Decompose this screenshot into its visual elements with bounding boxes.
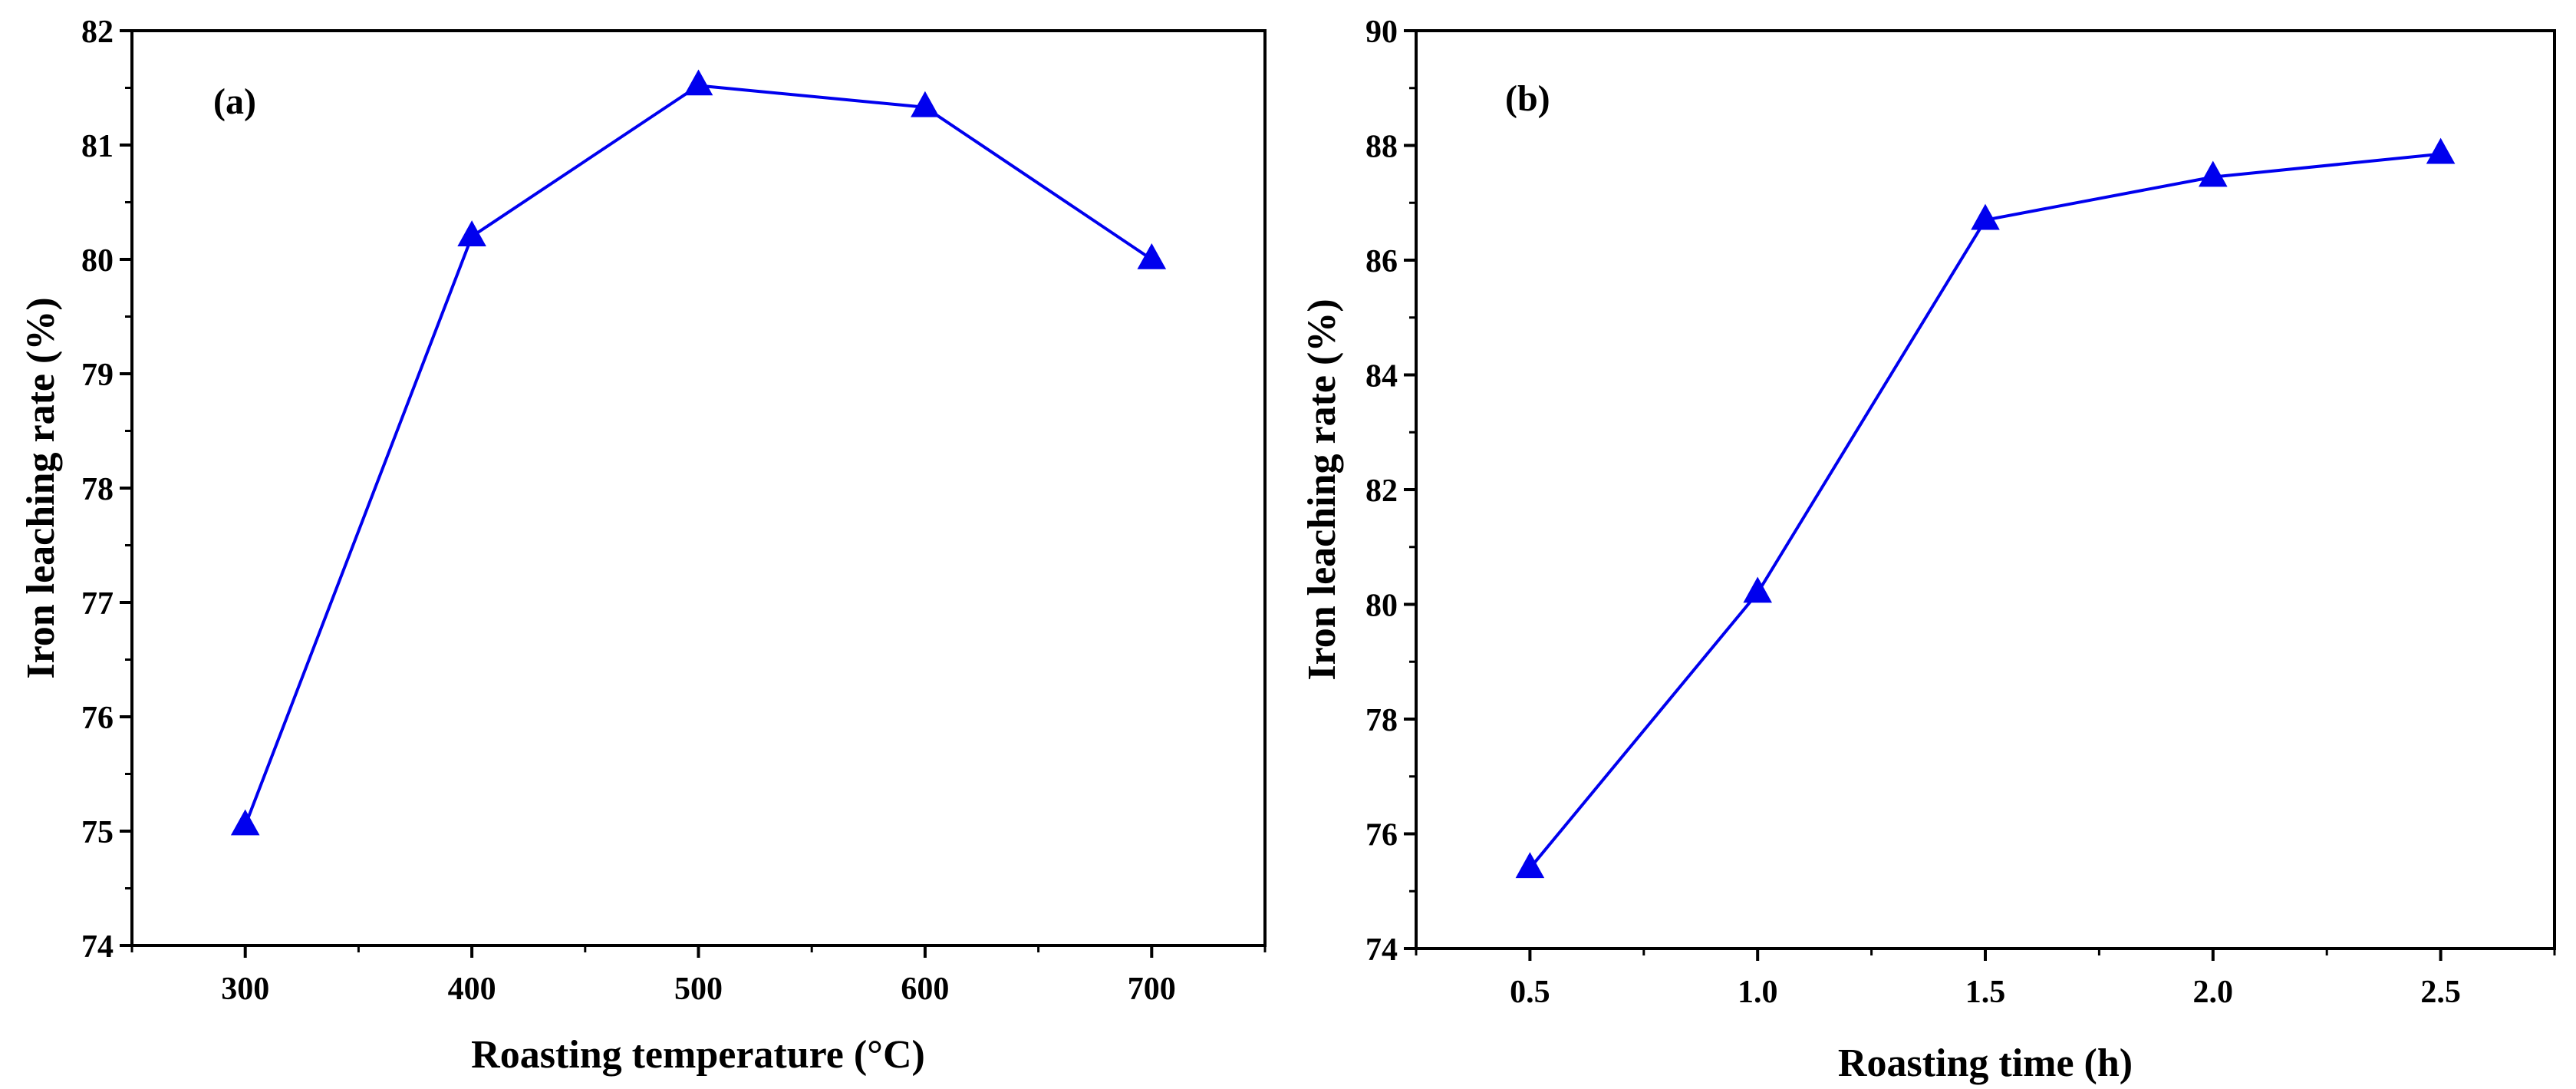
y-tick-label-b: 78 bbox=[1365, 703, 1398, 738]
y-tick-label-b: 88 bbox=[1365, 130, 1398, 165]
panel-label-b: (b) bbox=[1505, 78, 1550, 119]
data-point-marker-b bbox=[1515, 852, 1545, 879]
x-tick-label-b: 2.0 bbox=[2193, 975, 2234, 1010]
axis-ticks-b: 0.5 1.0 1.5 2.0 2.5 74 76 78 80 82 84 86 88 90 bbox=[1365, 15, 2556, 1010]
data-point-marker-b bbox=[1743, 576, 1772, 603]
x-axis-title-b: Roasting time (h) bbox=[1838, 1041, 2133, 1085]
y-tick-label-a: 74 bbox=[81, 929, 114, 965]
x-tick-label-b: 0.5 bbox=[1510, 975, 1550, 1010]
chart-panel-b: (b) Roasting time (h) Iron leaching rate… bbox=[1300, 15, 2556, 1085]
x-tick-label-a: 700 bbox=[1128, 972, 1176, 1007]
x-tick-label-b: 1.0 bbox=[1738, 975, 1778, 1010]
x-tick-label-a: 600 bbox=[901, 972, 949, 1007]
data-point-marker-a bbox=[230, 809, 260, 836]
x-tick-label-a: 500 bbox=[674, 972, 723, 1007]
x-tick-label-b: 1.5 bbox=[1965, 975, 2006, 1010]
y-tick-label-a: 76 bbox=[81, 701, 114, 736]
data-point-marker-b bbox=[1971, 203, 2000, 230]
y-tick-label-b: 80 bbox=[1365, 589, 1398, 624]
y-tick-label-a: 78 bbox=[81, 472, 114, 507]
data-point-marker-a bbox=[457, 220, 486, 246]
chart-panel-a: (a) Roasting temperature (°C) Iron leach… bbox=[19, 15, 1267, 1077]
data-point-marker-a bbox=[1137, 243, 1167, 269]
y-tick-label-a: 79 bbox=[81, 358, 114, 393]
series-group-a bbox=[230, 69, 1167, 836]
x-tick-label-b: 2.5 bbox=[2420, 975, 2461, 1010]
panel-label-a: (a) bbox=[213, 81, 256, 122]
data-point-marker-a bbox=[684, 69, 713, 96]
axis-ticks-a: 300 400 500 600 700 74 75 76 77 78 79 80 81 82 bbox=[81, 15, 1267, 1007]
y-tick-label-b: 74 bbox=[1365, 932, 1398, 968]
data-point-marker-b bbox=[2426, 137, 2456, 164]
series-line-b bbox=[1528, 152, 2441, 870]
y-tick-label-b: 82 bbox=[1365, 474, 1398, 509]
plot-frame-b bbox=[1415, 29, 2556, 950]
y-tick-label-b: 76 bbox=[1365, 818, 1398, 853]
y-axis-title-b: Iron leaching rate (%) bbox=[1300, 299, 1344, 680]
y-tick-label-a: 75 bbox=[81, 815, 114, 850]
x-tick-label-a: 300 bbox=[221, 972, 269, 1007]
y-axis-title-a: Iron leaching rate (%) bbox=[19, 297, 63, 678]
plot-frame-a bbox=[130, 29, 1267, 947]
y-tick-label-a: 81 bbox=[81, 129, 114, 164]
x-axis-title-a: Roasting temperature (°C) bbox=[471, 1033, 925, 1077]
y-tick-label-a: 80 bbox=[81, 243, 114, 279]
data-point-marker-b bbox=[2199, 160, 2228, 187]
series-line-a bbox=[243, 84, 1153, 827]
y-tick-label-b: 84 bbox=[1365, 359, 1398, 394]
y-tick-label-a: 77 bbox=[81, 586, 114, 622]
y-tick-label-b: 86 bbox=[1365, 244, 1398, 279]
series-group-b bbox=[1515, 137, 2456, 879]
x-tick-label-a: 400 bbox=[448, 972, 496, 1007]
data-point-marker-a bbox=[911, 91, 940, 117]
y-tick-label-a: 82 bbox=[81, 15, 114, 50]
y-tick-label-b: 90 bbox=[1365, 15, 1398, 50]
